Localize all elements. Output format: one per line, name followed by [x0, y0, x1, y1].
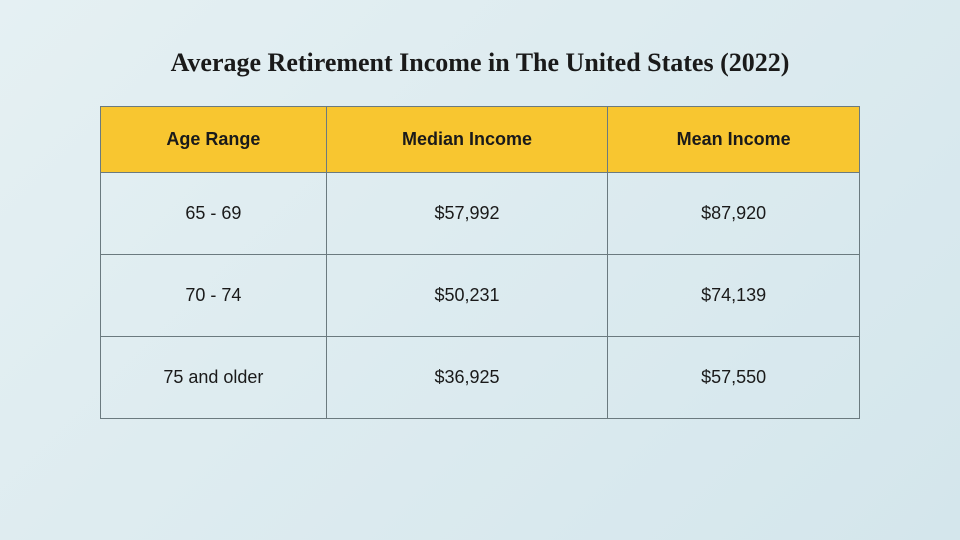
- cell-median: $57,992: [326, 173, 608, 255]
- table-header-row: Age Range Median Income Mean Income: [101, 107, 860, 173]
- table-row: 75 and older $36,925 $57,550: [101, 337, 860, 419]
- income-table: Age Range Median Income Mean Income 65 -…: [100, 106, 860, 419]
- cell-mean: $74,139: [608, 255, 860, 337]
- cell-median: $36,925: [326, 337, 608, 419]
- cell-age: 70 - 74: [101, 255, 327, 337]
- cell-age: 65 - 69: [101, 173, 327, 255]
- page-title: Average Retirement Income in The United …: [0, 48, 960, 78]
- income-table-container: Age Range Median Income Mean Income 65 -…: [100, 106, 860, 419]
- col-header-mean: Mean Income: [608, 107, 860, 173]
- cell-median: $50,231: [326, 255, 608, 337]
- col-header-median: Median Income: [326, 107, 608, 173]
- col-header-age: Age Range: [101, 107, 327, 173]
- table-row: 65 - 69 $57,992 $87,920: [101, 173, 860, 255]
- cell-age: 75 and older: [101, 337, 327, 419]
- cell-mean: $87,920: [608, 173, 860, 255]
- table-row: 70 - 74 $50,231 $74,139: [101, 255, 860, 337]
- cell-mean: $57,550: [608, 337, 860, 419]
